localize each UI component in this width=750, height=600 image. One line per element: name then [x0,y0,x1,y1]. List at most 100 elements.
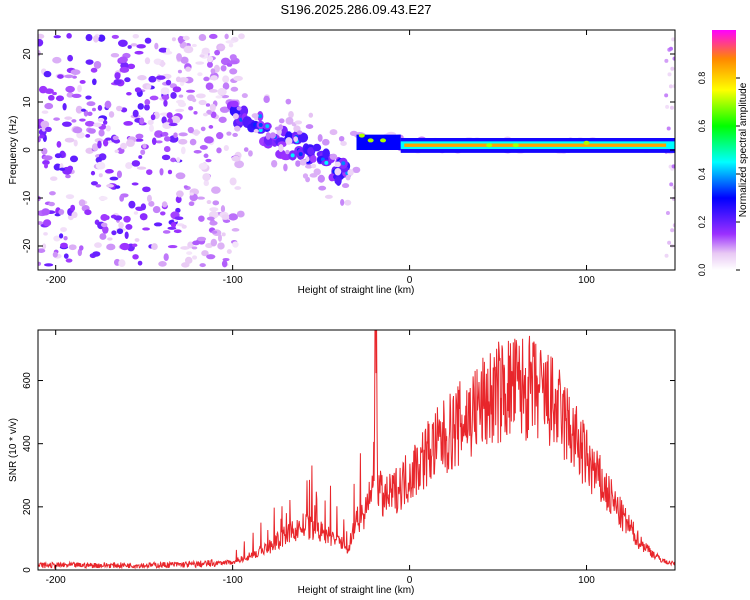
spectrogram-cell [211,186,221,194]
spectrogram-cell [79,118,86,122]
spectrogram-cell [184,256,193,264]
snr-ytick-label: 400 [22,435,33,452]
spectrogram-cell [158,260,167,267]
spectrogram-cell [71,211,78,219]
snr-series-line [38,330,675,570]
spectrogram-cell [155,75,166,80]
spectrogram-cell [109,176,119,181]
spectrogram-cell [210,111,217,119]
spectrogram-cell [213,64,220,73]
spectrogram-cell [178,77,189,83]
spectrogram-cell [188,106,194,111]
spectrogram-cell [126,92,132,96]
spectrogram-cell [358,133,365,138]
spectrogram-cell [229,54,237,61]
spectrogram-cell [137,103,144,110]
spectrogram-cell [317,174,325,183]
spectrogram-cell [41,208,50,216]
spectrogram-cell [142,143,147,149]
spectrogram-cell [198,34,207,41]
spectrogram-cell [38,49,41,57]
spectrogram-cell [305,124,314,129]
spectrogram-cell [251,113,259,119]
spectrogram-cell [174,216,184,221]
spectrogram-cell [668,84,673,89]
spectrogram-cell [118,39,128,47]
spectrogram-cell [225,40,235,44]
spectrogram-cell [65,194,75,200]
spectrogram-cell [308,112,314,118]
spectrogram-cell [131,182,139,186]
spectrogram-cell [54,153,62,159]
snr-ytick-label: 200 [22,498,33,515]
spectrogram-cell [69,155,79,163]
spectrogram-cell [216,147,222,154]
spectrogram-xtick-label: 0 [407,275,413,286]
spectrogram-cell [669,182,674,187]
spectrogram-cell [163,99,168,107]
spectrogram-cell [180,146,186,155]
spectrogram-cell [664,253,669,258]
spectrogram-cell [144,37,152,44]
spectrogram-cell [97,34,106,42]
spectrogram-cell [187,126,194,134]
spectrogram-cell [228,213,238,221]
spectrogram-cell [667,72,672,77]
spectrogram-cell [146,169,153,175]
spectrogram-cell [104,169,114,174]
spectrogram-cell [253,129,259,134]
spectrogram-cell [143,104,150,111]
spectrogram-cell [159,168,164,176]
spectrogram-xtick-label: -200 [46,275,66,286]
spectrogram-cell [236,106,242,111]
spectrogram-cell [206,254,216,260]
spectrogram-ytick-label: 0 [22,147,33,153]
spectrogram-ytick-label: -10 [22,190,33,205]
spectrogram-cell [168,122,178,127]
spectrogram-cell [201,250,209,257]
spectrogram-cell [203,153,209,159]
snr-ytick-label: 0 [22,567,33,573]
spectrogram-cell [154,42,159,50]
spectrogram-cell [269,132,277,139]
spectrogram-cell [77,84,82,93]
spectrogram-cell [126,139,135,147]
spectrogram-cell [95,161,106,170]
spectrogram-cell [38,38,44,47]
spectrogram-cell [367,138,374,143]
spectrogram-cell [95,184,102,188]
spectrogram-cell [338,135,345,142]
spectrogram-cell [672,185,675,190]
spectrogram-cell [175,108,185,112]
spectrogram-cell [115,105,123,112]
spectrogram-cell [665,211,670,216]
spectrogram-cell [58,209,65,215]
spectrogram-cell [199,54,205,58]
spectrogram-cell [347,169,354,176]
spectrogram-cell [151,137,157,145]
spectrogram-cell [43,70,52,78]
spectrogram-cell [175,76,182,83]
spectrogram-cell [193,149,202,154]
spectrogram-cell [49,191,56,196]
carrier-band [356,134,401,150]
spectrogram-cell [140,149,146,155]
spectrogram-cell [205,103,211,107]
spectrogram-cell [38,195,41,202]
spectrogram-cell [63,236,68,241]
spectrogram-cell [230,86,239,92]
spectrogram-cell [163,136,171,142]
spectrogram-cell [248,150,253,157]
spectrogram-cell [114,149,119,153]
spectrogram-cell [263,95,270,104]
spectrogram-cell [163,146,171,153]
spectrogram-cell [329,129,338,136]
spectrogram-cell [236,210,245,218]
spectrogram-cell [667,240,672,245]
spectrogram-cell [290,153,295,158]
spectrogram-cell [232,113,239,120]
spectrogram-cell [119,66,130,73]
spectrogram-cell [180,246,190,250]
spectrogram-cell [191,246,198,250]
snr-ytick-label: 600 [22,372,33,389]
